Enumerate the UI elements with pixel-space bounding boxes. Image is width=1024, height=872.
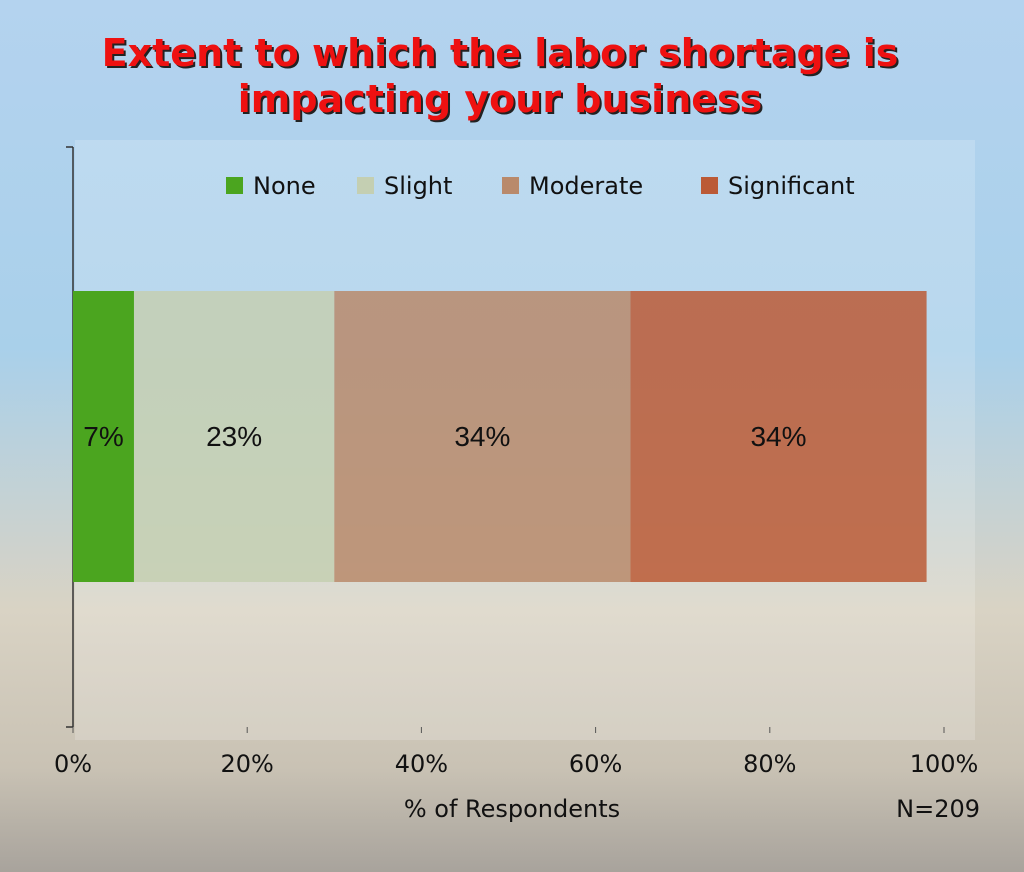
data-label: 23% — [206, 421, 262, 452]
legend-label: Moderate — [529, 172, 643, 200]
bar-segment — [133, 291, 335, 582]
chart-title: Extent to which the labor shortage is im… — [101, 31, 899, 121]
annotation: N=209 — [896, 795, 980, 823]
legend-swatch — [226, 177, 243, 194]
data-label: 34% — [454, 421, 510, 452]
x-axis-title: % of Respondents — [404, 795, 620, 823]
legend-label: Slight — [384, 172, 452, 200]
x-tick-label: 100% — [910, 750, 979, 778]
legend-swatch — [502, 177, 519, 194]
x-tick-label: 0% — [54, 750, 92, 778]
x-tick-label: 40% — [395, 750, 448, 778]
data-label: 7% — [83, 421, 123, 452]
legend-swatch — [357, 177, 374, 194]
x-tick-label: 80% — [743, 750, 796, 778]
bar-segment — [630, 291, 927, 582]
x-tick-label: 20% — [221, 750, 274, 778]
bar-segment — [73, 291, 134, 582]
legend-label: Significant — [728, 172, 855, 200]
legend-label: None — [253, 172, 316, 200]
data-label: 34% — [750, 421, 806, 452]
x-tick-label: 60% — [569, 750, 622, 778]
bar-segment — [334, 291, 631, 582]
legend-swatch — [701, 177, 718, 194]
